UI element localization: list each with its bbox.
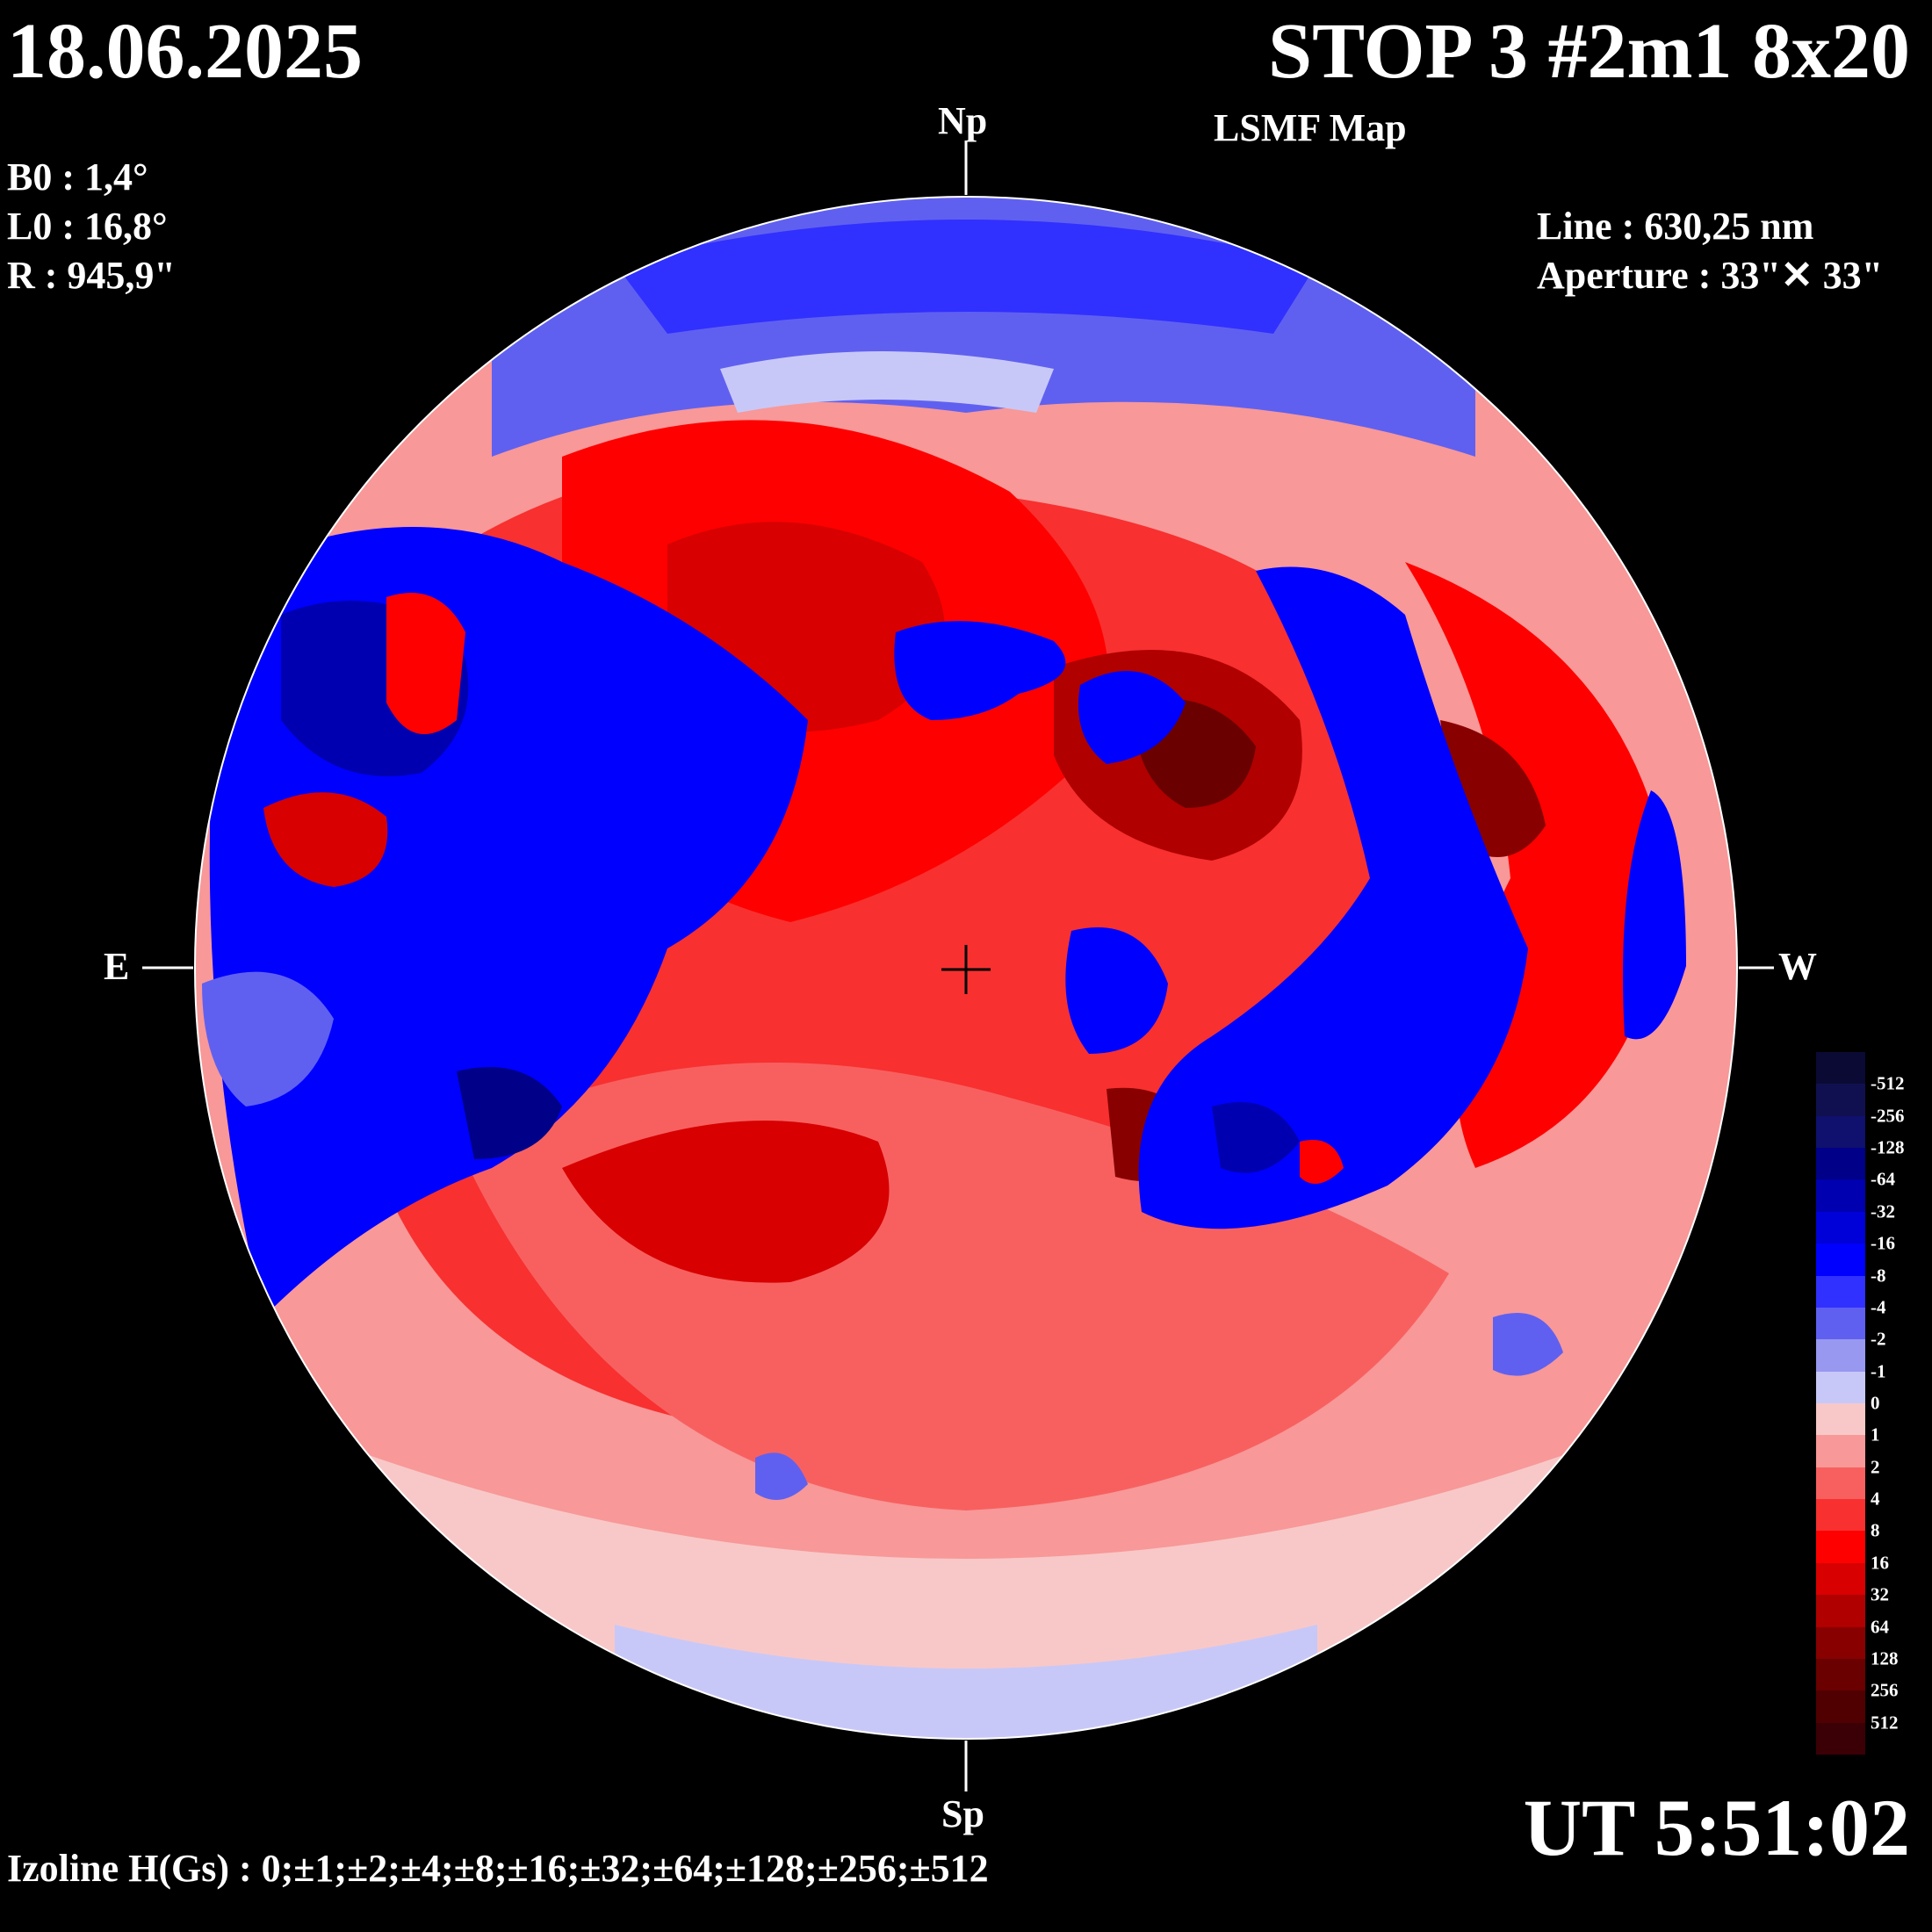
legend-label: 32 — [1871, 1583, 1889, 1605]
legend-band — [1816, 1658, 1865, 1691]
param-b0: B0 : 1,4° — [7, 155, 148, 198]
legend-label: 2 — [1871, 1456, 1880, 1478]
legend-label: 0 — [1871, 1392, 1880, 1414]
legend-band — [1816, 1595, 1865, 1628]
legend-label: -8 — [1871, 1265, 1886, 1287]
legend-band — [1816, 1052, 1865, 1085]
legend-label: -128 — [1871, 1136, 1905, 1158]
north-pole-label: Np — [938, 99, 988, 142]
legend-label: 1 — [1871, 1424, 1880, 1445]
legend-band — [1816, 1562, 1865, 1596]
ut-time: UT 5:51:02 — [1523, 1783, 1910, 1872]
legend-label: -512 — [1871, 1072, 1905, 1094]
legend-band — [1816, 1115, 1865, 1149]
color-scale-legend — [1816, 1052, 1865, 1755]
legend-band — [1816, 1211, 1865, 1244]
legend-label: 16 — [1871, 1552, 1889, 1574]
legend-label: 4 — [1871, 1488, 1880, 1510]
legend-band — [1816, 1244, 1865, 1277]
legend-band — [1816, 1179, 1865, 1213]
legend-label: -1 — [1871, 1360, 1886, 1382]
legend-label: 8 — [1871, 1519, 1880, 1541]
legend-label: -2 — [1871, 1328, 1886, 1350]
legend-band — [1816, 1403, 1865, 1436]
legend-band — [1816, 1275, 1865, 1308]
legend-label: -64 — [1871, 1168, 1895, 1190]
param-l0: L0 : 16,8° — [7, 205, 168, 248]
legend-band — [1816, 1371, 1865, 1404]
legend-label: -32 — [1871, 1200, 1895, 1222]
legend-label: -16 — [1871, 1232, 1895, 1254]
solar-disk — [195, 197, 1737, 1739]
legend-label: 512 — [1871, 1712, 1899, 1734]
legend-band — [1816, 1339, 1865, 1373]
legend-band — [1816, 1467, 1865, 1500]
legend-band — [1816, 1499, 1865, 1532]
map-title: STOP 3 #2m1 8x20 — [1268, 8, 1910, 95]
legend-band — [1816, 1084, 1865, 1117]
observation-date: 18.06.2025 — [7, 8, 363, 95]
legend-label: -256 — [1871, 1105, 1905, 1127]
map-subtitle: LSMF Map — [1214, 106, 1407, 149]
legend-band — [1816, 1148, 1865, 1180]
legend-band — [1816, 1307, 1865, 1340]
legend-band — [1816, 1531, 1865, 1564]
legend-label: 64 — [1871, 1616, 1889, 1638]
legend-band — [1816, 1626, 1865, 1660]
legend-band — [1816, 1435, 1865, 1468]
legend-label: 128 — [1871, 1647, 1899, 1669]
legend-label: 256 — [1871, 1679, 1899, 1701]
aperture-info: Aperture : 33"✕ 33" — [1537, 254, 1884, 297]
east-label: E — [104, 945, 130, 988]
legend-band — [1816, 1690, 1865, 1724]
legend-label: -4 — [1871, 1296, 1886, 1318]
disk-limb — [194, 196, 1738, 1740]
south-pole-label: Sp — [941, 1792, 984, 1835]
legend-band — [1816, 1722, 1865, 1755]
spectral-line-info: Line : 630,25 nm — [1537, 205, 1814, 248]
param-radius: R : 945,9" — [7, 254, 176, 297]
west-label: W — [1778, 945, 1817, 988]
izoline-levels: Izoline H(Gs) : 0;±1;±2;±4;±8;±16;±32;±6… — [7, 1847, 989, 1890]
